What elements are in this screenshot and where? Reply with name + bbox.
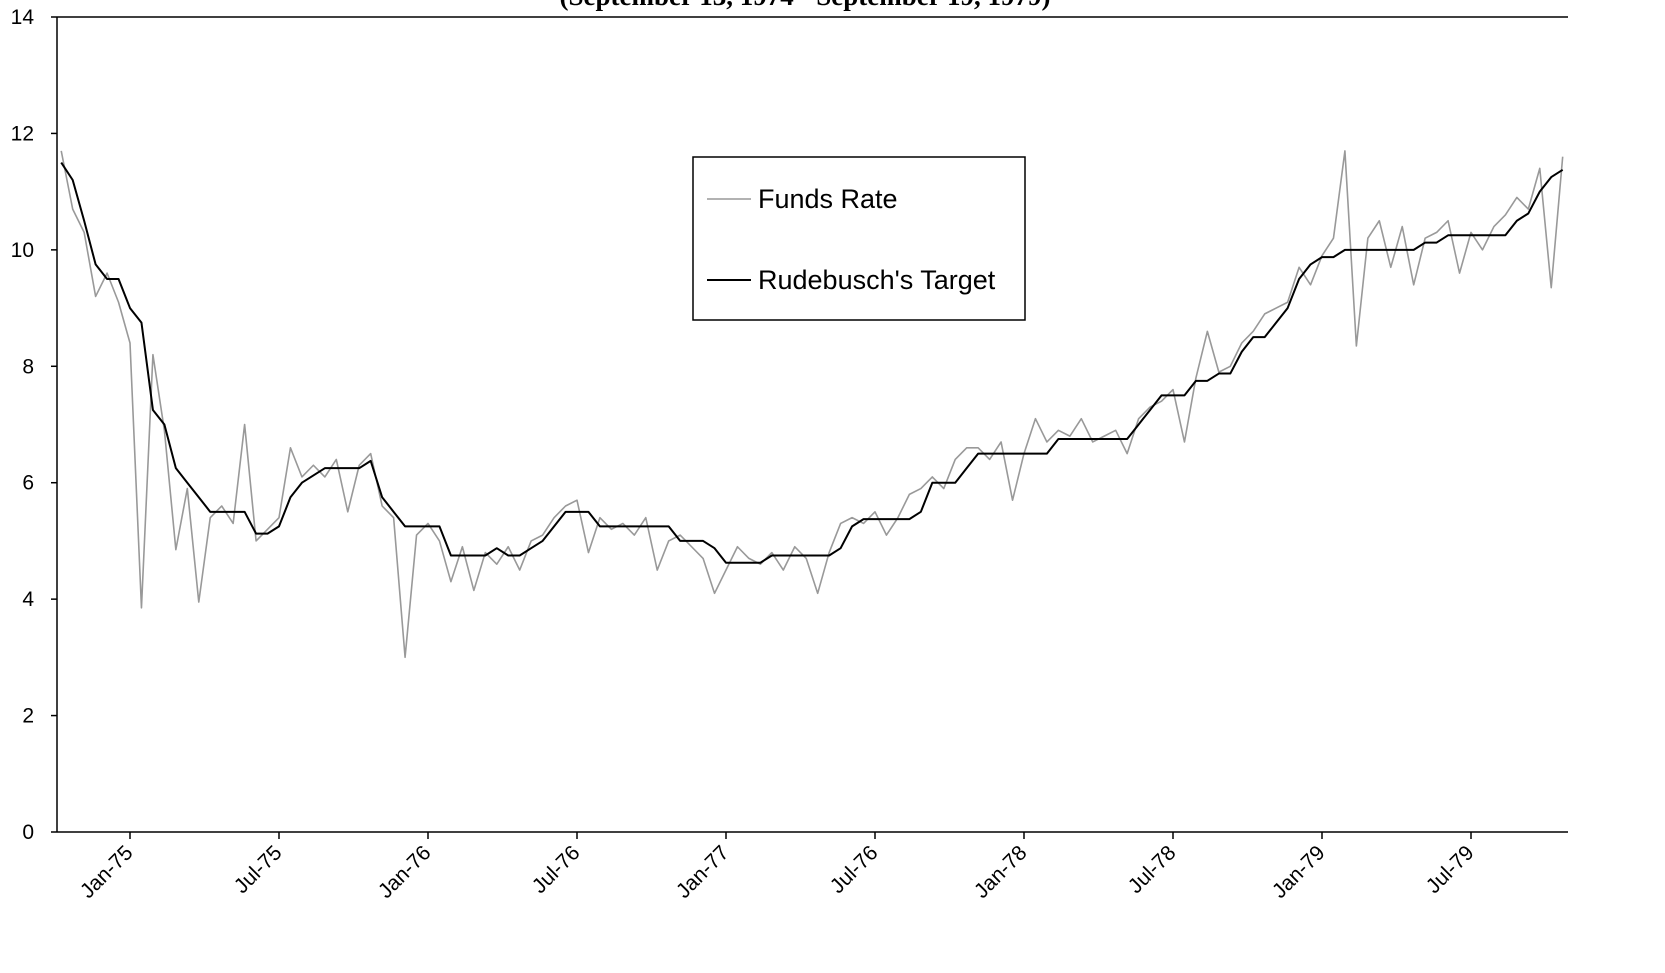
y-tick-label: 0	[22, 821, 34, 844]
y-tick-label: 6	[22, 472, 34, 495]
y-tick-label: 10	[11, 239, 34, 262]
series-line	[60, 150, 1564, 659]
x-tick-label: Jan-75	[76, 841, 138, 903]
x-tick-label: Jul-79	[1422, 841, 1479, 898]
legend-label: Rudebusch's Target	[758, 265, 996, 295]
x-tick-label: Jul-76	[826, 841, 883, 898]
x-tick-label: Jan-76	[374, 841, 436, 903]
x-tick-label: Jul-78	[1124, 841, 1181, 898]
y-tick-label: 14	[11, 6, 35, 29]
x-tick-label: Jan-78	[970, 841, 1032, 903]
legend-label: Funds Rate	[758, 184, 898, 214]
legend-box	[692, 156, 1026, 321]
x-tick-label: Jan-77	[672, 841, 734, 903]
chart-subtitle: (September 13, 1974 - September 19, 1979…	[560, 0, 1051, 11]
x-tick-label: Jul-76	[528, 841, 585, 898]
x-tick-label: Jan-79	[1268, 841, 1330, 903]
y-tick-label: 2	[22, 705, 34, 728]
x-tick-label: Jul-75	[230, 841, 287, 898]
y-tick-label: 4	[22, 588, 34, 611]
y-tick-label: 8	[22, 355, 34, 378]
y-tick-label: 12	[11, 122, 34, 145]
series-line	[60, 161, 1564, 564]
